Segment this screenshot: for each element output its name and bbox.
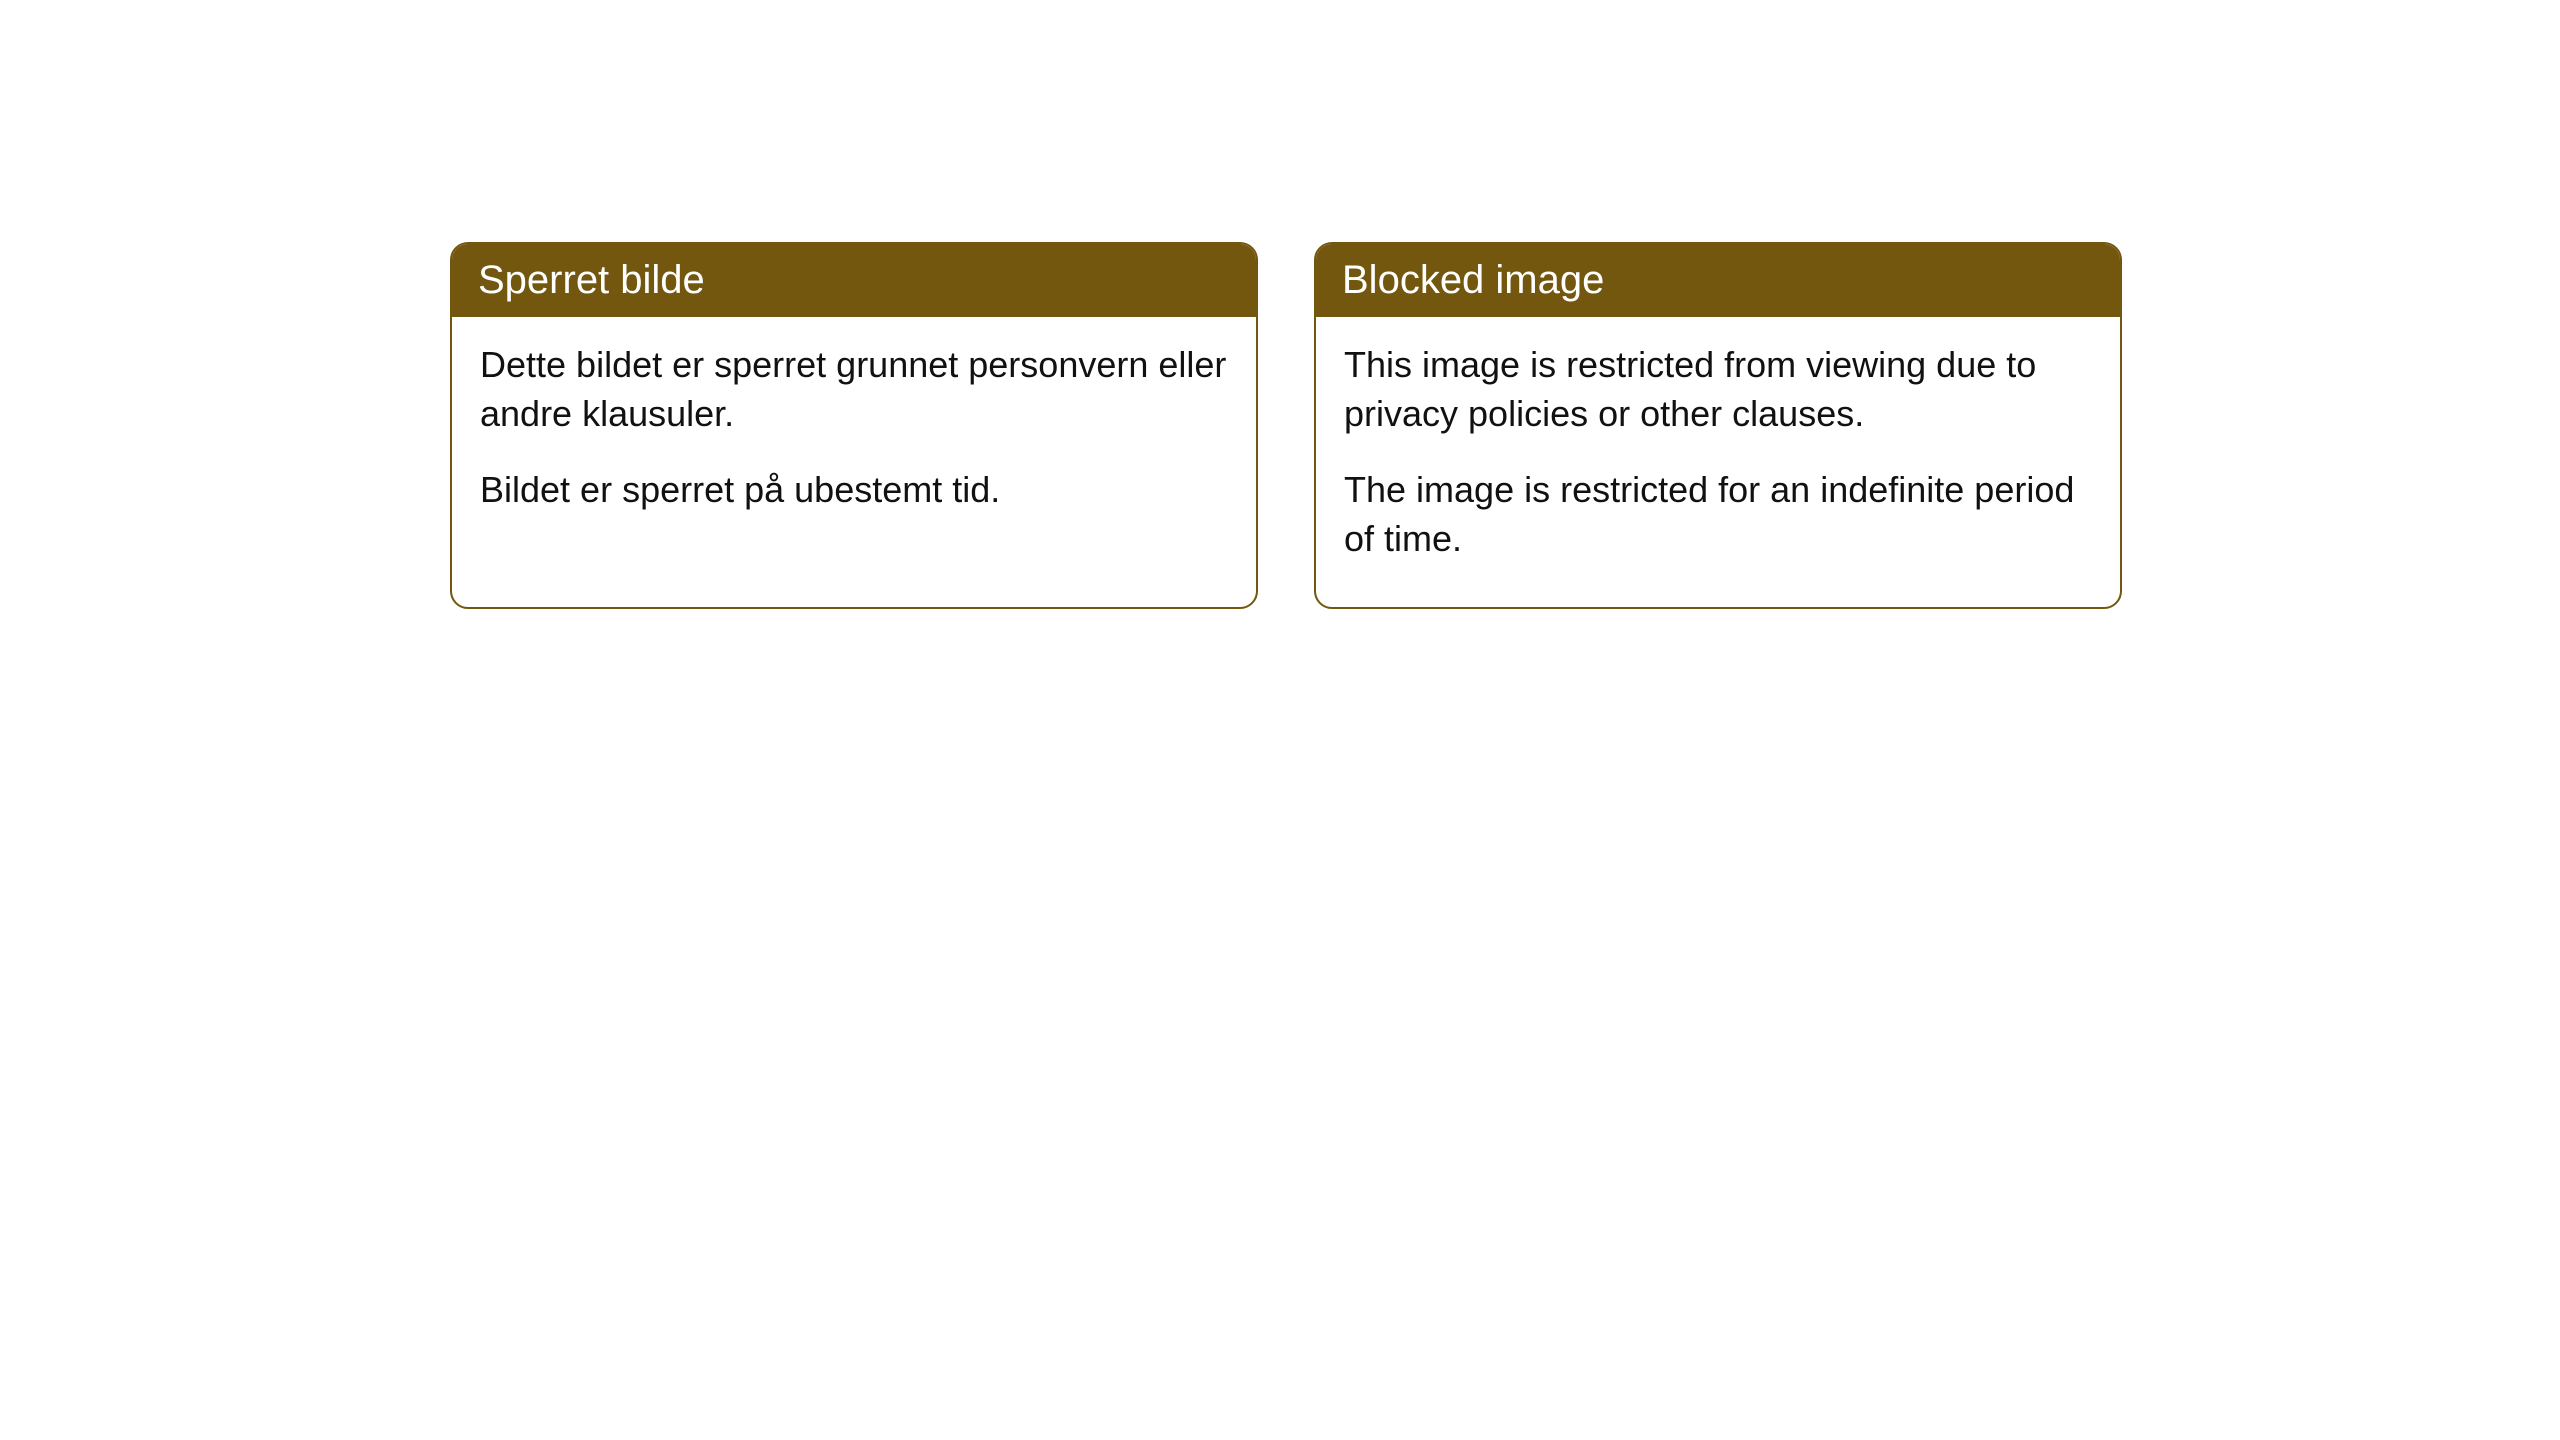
card-paragraph-1-english: This image is restricted from viewing du… (1344, 341, 2092, 438)
card-body-norwegian: Dette bildet er sperret grunnet personve… (452, 317, 1256, 559)
card-body-english: This image is restricted from viewing du… (1316, 317, 2120, 607)
card-header-norwegian: Sperret bilde (452, 244, 1256, 317)
card-paragraph-2-english: The image is restricted for an indefinit… (1344, 466, 2092, 563)
card-english: Blocked image This image is restricted f… (1314, 242, 2122, 609)
cards-container: Sperret bilde Dette bildet er sperret gr… (450, 242, 2560, 609)
card-title-english: Blocked image (1342, 258, 1604, 302)
card-norwegian: Sperret bilde Dette bildet er sperret gr… (450, 242, 1258, 609)
card-title-norwegian: Sperret bilde (478, 258, 705, 302)
card-paragraph-1-norwegian: Dette bildet er sperret grunnet personve… (480, 341, 1228, 438)
card-paragraph-2-norwegian: Bildet er sperret på ubestemt tid. (480, 466, 1228, 515)
card-header-english: Blocked image (1316, 244, 2120, 317)
